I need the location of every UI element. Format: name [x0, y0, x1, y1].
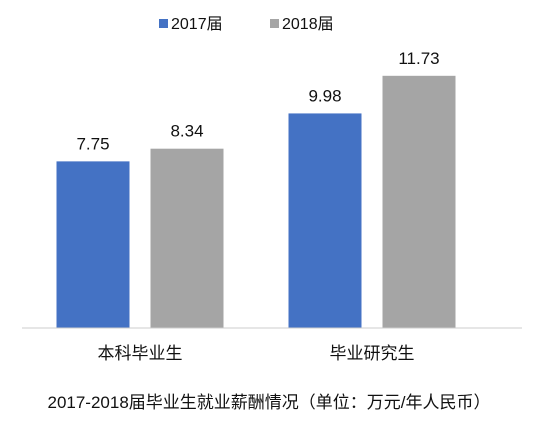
category-label-1: 毕业研究生: [330, 344, 415, 363]
data-label-2018-1: 11.73: [398, 49, 439, 68]
legend-label-2017: 2017届: [171, 16, 223, 33]
category-label-0: 本科毕业生: [98, 344, 183, 363]
bar-2017-0: [56, 161, 130, 328]
bar-2017-1: [288, 113, 362, 329]
chart-caption: 2017-2018届毕业生就业薪酬情况（单位：万元/年人民币）: [47, 393, 491, 412]
category-labels: 本科毕业生 毕业研究生: [98, 344, 415, 363]
legend-swatch-2017: [159, 19, 168, 28]
bars: 7.75 8.34 9.98 11.73: [56, 49, 456, 329]
legend: 2017届 2018届: [159, 16, 334, 33]
data-label-2018-0: 8.34: [170, 122, 203, 141]
bar-chart: 2017届 2018届 7.75 8.34 9.98 11.73 本科毕业生 毕业研究生: [22, 16, 522, 363]
data-label-2017-1: 9.98: [308, 86, 341, 105]
legend-swatch-2018: [270, 19, 279, 28]
bar-2018-1: [382, 75, 456, 329]
legend-label-2018: 2018届: [282, 16, 334, 33]
data-label-2017-0: 7.75: [76, 134, 109, 153]
bar-2018-0: [150, 148, 224, 328]
